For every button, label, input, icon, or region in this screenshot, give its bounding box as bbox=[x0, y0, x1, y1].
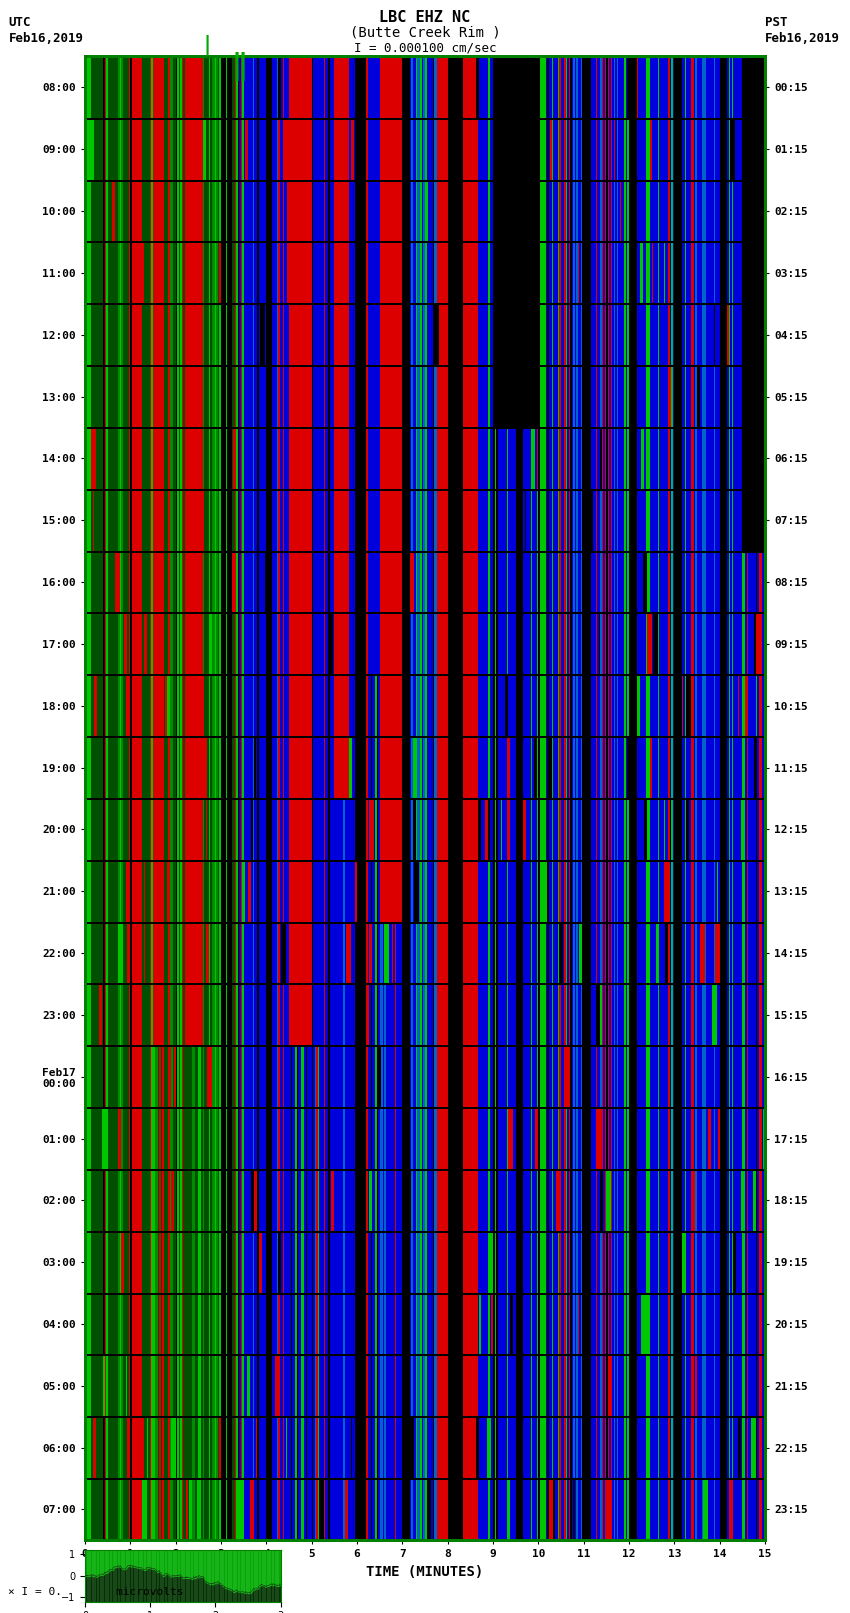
Text: PST: PST bbox=[765, 16, 787, 29]
Text: |: | bbox=[231, 52, 241, 81]
Text: Feb16,2019: Feb16,2019 bbox=[765, 32, 840, 45]
Text: |: | bbox=[204, 35, 211, 55]
Text: |: | bbox=[237, 52, 247, 81]
Text: LBC EHZ NC: LBC EHZ NC bbox=[379, 10, 471, 24]
Text: Feb16,2019: Feb16,2019 bbox=[8, 32, 83, 45]
Text: × I = 0.        microvolts: × I = 0. microvolts bbox=[8, 1587, 184, 1597]
Text: (Butte Creek Rim ): (Butte Creek Rim ) bbox=[349, 26, 501, 40]
Text: UTC: UTC bbox=[8, 16, 31, 29]
Text: I = 0.000100 cm/sec: I = 0.000100 cm/sec bbox=[354, 42, 496, 55]
X-axis label: TIME (MINUTES): TIME (MINUTES) bbox=[366, 1565, 484, 1579]
